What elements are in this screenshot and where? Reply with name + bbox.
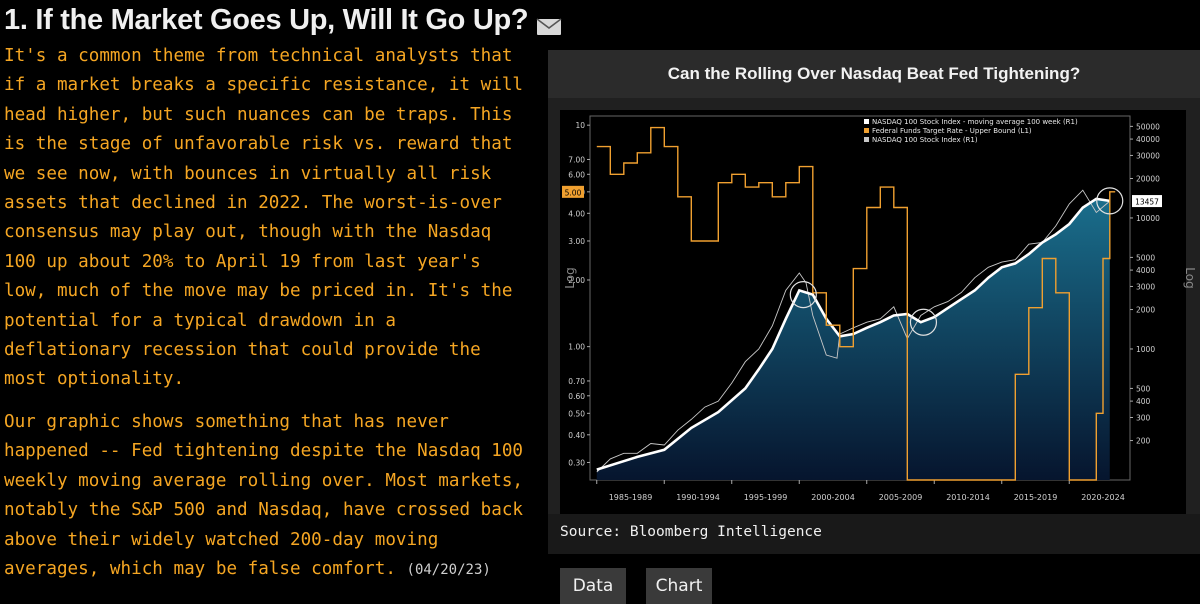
- left-tick-label: 1.00: [568, 343, 585, 352]
- right-tick-label: 40000: [1136, 135, 1160, 144]
- article-body: It's a common theme from technical analy…: [4, 42, 524, 598]
- x-tick-label: 2010-2014: [946, 493, 990, 502]
- x-tick-label: 2020-2024: [1081, 493, 1125, 502]
- annotation-circle: [1096, 187, 1124, 215]
- left-tick-label: 3.00: [568, 237, 585, 246]
- fed-marker-box: [562, 185, 584, 198]
- legend-entry: NASDAQ 100 Stock Index - moving average …: [872, 118, 1078, 126]
- left-tick-label: 6.00: [568, 170, 585, 179]
- chart-source: Source: Bloomberg Intelligence: [560, 524, 822, 540]
- x-tick-label: 1985-1989: [609, 493, 653, 502]
- chart-svg: 10 7.00 6.00 5.00 4.00 3.00 2.00 1.00 0.70 0.60 0.…: [560, 110, 1197, 514]
- right-tick-label: 500: [1136, 384, 1151, 393]
- right-tick-label: 200: [1136, 437, 1151, 446]
- left-tick-label: 0.40: [568, 431, 585, 440]
- x-tick-label: 1990-1994: [676, 493, 720, 502]
- x-tick-label: 2000-2004: [811, 493, 855, 502]
- left-tick-label: 0.70: [568, 377, 585, 386]
- article-date: (04/20/23): [406, 561, 491, 578]
- x-tick-label: 2015-2019: [1014, 493, 1058, 502]
- right-tick-label: 50000: [1136, 122, 1160, 131]
- right-tick-label: 400: [1136, 397, 1151, 406]
- annotation-circle: [909, 308, 938, 336]
- legend-swatch: [864, 128, 869, 133]
- series-fed-funds: [596, 126, 1116, 481]
- left-tick-label: 7.00: [568, 155, 585, 164]
- left-tick-label: 0.30: [568, 458, 585, 467]
- chart-title: Can the Rolling Over Nasdaq Beat Fed Tig…: [548, 50, 1200, 98]
- left-axis-label: Log: [563, 267, 577, 288]
- left-tick-label: 4.00: [568, 209, 585, 218]
- right-tick-label: 300: [1136, 413, 1151, 422]
- chart-area: 10 7.00 6.00 5.00 4.00 3.00 2.00 1.00 0.70 0.60 0.…: [548, 98, 1200, 514]
- left-tick-label: 0.50: [568, 409, 585, 418]
- article-paragraph-1: It's a common theme from technical analy…: [4, 46, 524, 390]
- right-tick-label: 3000: [1136, 282, 1155, 291]
- legend-swatch: [864, 137, 869, 142]
- legend-entry: NASDAQ 100 Stock Index (R1): [872, 136, 978, 144]
- fed-marker-label: 5.00: [565, 188, 582, 197]
- right-tick-label: 30000: [1136, 151, 1160, 160]
- annotation-circle: [789, 281, 817, 309]
- article-headline: 1. If the Market Goes Up, Will It Go Up?: [4, 2, 562, 38]
- left-tick-label: 0.60: [568, 392, 585, 401]
- legend-entry: Federal Funds Target Rate - Upper Bound …: [872, 127, 1032, 135]
- right-tick-label: 5000: [1136, 253, 1155, 262]
- chart-button[interactable]: Chart: [646, 568, 712, 604]
- right-tick-label: 20000: [1136, 175, 1160, 184]
- x-tick-label: 2005-2009: [879, 493, 923, 502]
- right-tick-label: 10000: [1136, 214, 1160, 223]
- series-nasdaq-ma: [596, 197, 1110, 471]
- left-tick-label: 2.00: [568, 276, 585, 285]
- left-tick-label: 10: [575, 121, 585, 130]
- right-tick-label: 4000: [1136, 266, 1155, 275]
- last-value-label: 13457: [1135, 198, 1159, 207]
- article-paragraph-2: Our graphic shows something that has nev…: [4, 408, 524, 585]
- legend-swatch: [864, 119, 869, 124]
- last-value-box: [1132, 195, 1162, 208]
- headline-text: 1. If the Market Goes Up, Will It Go Up?: [4, 3, 529, 36]
- right-tick-label: 1000: [1136, 345, 1155, 354]
- right-tick-label: 2000: [1136, 306, 1155, 315]
- x-tick-label: 1995-1999: [744, 493, 788, 502]
- right-axis-label: Log: [1183, 267, 1197, 288]
- chart-panel: Can the Rolling Over Nasdaq Beat Fed Tig…: [548, 50, 1200, 604]
- data-button[interactable]: Data: [560, 568, 626, 604]
- envelope-icon[interactable]: [536, 11, 562, 35]
